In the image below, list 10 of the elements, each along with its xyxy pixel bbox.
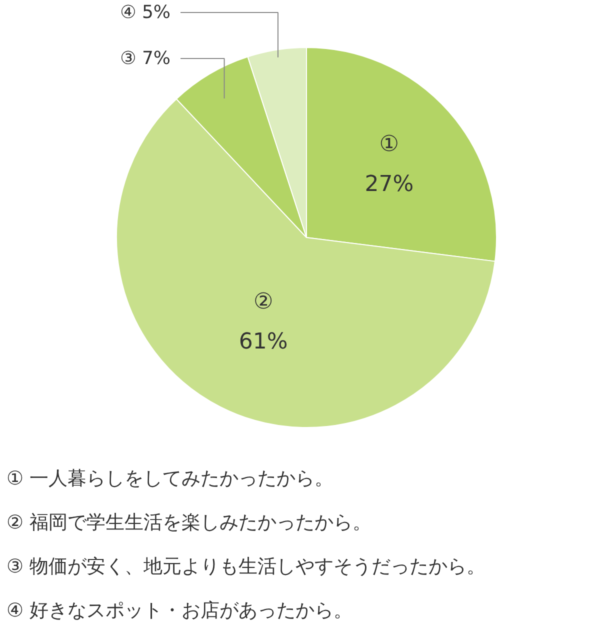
data-label: 61% — [238, 330, 288, 355]
slice-label: ① — [379, 132, 400, 158]
text: ③ 物価が安く、地元よりも生活しやすそうだったから。 — [6, 556, 486, 578]
text: ① 一人暮らしをしてみたかったから。 — [6, 468, 334, 490]
text: ④ 好きなスポット・お店があったから。 — [6, 600, 353, 622]
slice-label: ④ 5% — [120, 2, 171, 23]
text: ② 福岡で学生生活を楽しみたかったから。 — [6, 512, 372, 534]
slice-label: ③ 7% — [120, 48, 171, 69]
data-label: 27% — [364, 172, 414, 198]
slice-label: ② — [254, 290, 274, 315]
